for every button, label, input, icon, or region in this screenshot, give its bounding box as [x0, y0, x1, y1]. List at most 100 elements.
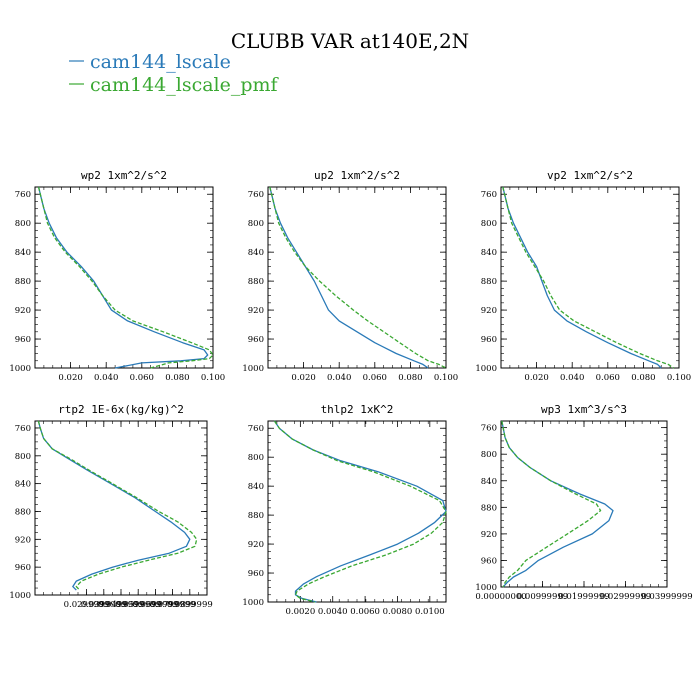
y-tick-label: 1000	[475, 364, 497, 374]
y-tick-label: 840	[248, 482, 264, 492]
y-tick-label: 920	[15, 535, 31, 545]
x-tick-label: 0.080	[398, 373, 422, 383]
y-tick-label: 960	[15, 563, 31, 573]
x-tick-label: 0.0399999	[81, 600, 127, 610]
y-tick-label: 960	[481, 335, 497, 345]
x-tick-label: 0.040	[94, 373, 118, 383]
y-tick-label: 840	[15, 248, 31, 258]
y-tick-label: 880	[248, 277, 264, 287]
series-line-cam144-lscale-pmf	[501, 420, 602, 588]
y-tick-label: 880	[15, 507, 31, 517]
series-line-cam144-lscale	[37, 186, 209, 369]
x-tick-label: 0.01999999	[558, 592, 609, 602]
x-tick-label: 0.0299999	[64, 600, 110, 610]
series-line-cam144-lscale	[502, 186, 662, 369]
chart-panel-4: rtp2 1E-6x(kg/kg)^2 760 800 840 880 920 960 100…	[9, 403, 212, 610]
y-tick-label: 920	[248, 540, 264, 550]
x-tick-label: 0.060	[596, 373, 620, 383]
series-line-cam144-lscale-pmf	[37, 420, 198, 591]
series-line-cam144-lscale-pmf	[502, 186, 675, 369]
x-tick-label: 0.100	[201, 373, 225, 383]
plot-frame	[500, 420, 668, 588]
chart-panel-6: wp3 1xm^3/s^3 760 800 840 880 920 960 10000.000…	[475, 403, 692, 602]
y-tick-label: 880	[15, 277, 31, 287]
y-tick-label: 960	[15, 335, 31, 345]
x-tick-label: 0.0899999	[167, 600, 213, 610]
y-tick-label: 800	[481, 450, 497, 460]
panel-title: rtp2 1E-6x(kg/kg)^2	[58, 403, 184, 416]
panel-grid: wp2 1xm^2/s^2 760 800 840 880 920 960 1000 0.020…	[9, 169, 692, 617]
x-tick-label: 0.040	[560, 373, 584, 383]
y-tick-label: 800	[481, 219, 497, 229]
x-tick-label: 0.03999999	[641, 592, 692, 602]
y-tick-label: 760	[481, 424, 497, 434]
x-tick-label: 0.080	[165, 373, 189, 383]
plot-frame	[500, 186, 680, 369]
y-tick-label: 880	[481, 277, 497, 287]
x-tick-label: 0.100	[667, 373, 691, 383]
series-line-cam144-lscale	[273, 420, 447, 603]
y-tick-label: 920	[481, 306, 497, 316]
x-tick-label: 0.0020	[285, 607, 315, 617]
y-tick-label: 920	[15, 306, 31, 316]
y-tick-label: 920	[481, 530, 497, 540]
x-tick-label: 0.0599999	[115, 600, 161, 610]
y-tick-label: 960	[248, 569, 264, 579]
y-tick-label: 1000	[9, 364, 31, 374]
y-tick-label: 960	[481, 556, 497, 566]
x-tick-label: 0.100	[434, 373, 458, 383]
panel-title: thlp2 1xK^2	[321, 403, 394, 416]
chart-panel-1: wp2 1xm^2/s^2 760 800 840 880 920 960 1000 0.020…	[9, 169, 225, 383]
series-line-cam144-lscale	[37, 420, 191, 591]
y-tick-label: 880	[248, 511, 264, 521]
chart-panel-2: up2 1xm^2/s^2 760 800 840 880 920 960 1000 0.020…	[242, 169, 458, 383]
x-tick-label: 0.0040	[318, 607, 348, 617]
plot-frame	[34, 420, 208, 596]
y-tick-label: 1000	[242, 598, 264, 608]
panel-title: wp2 1xm^2/s^2	[81, 169, 167, 182]
y-tick-label: 1000	[475, 583, 497, 593]
y-tick-label: 1000	[242, 364, 264, 374]
panel-title: wp3 1xm^3/s^3	[541, 403, 627, 416]
y-tick-label: 760	[248, 190, 264, 200]
series-line-cam144-lscale-pmf	[269, 186, 447, 369]
x-tick-label: 0.0499999	[98, 600, 144, 610]
y-tick-label: 760	[15, 190, 31, 200]
y-tick-label: 840	[15, 480, 31, 490]
series-line-cam144-lscale-pmf	[37, 186, 214, 369]
panel-title: vp2 1xm^2/s^2	[547, 169, 633, 182]
y-tick-label: 800	[248, 219, 264, 229]
y-tick-label: 840	[248, 248, 264, 258]
x-tick-label: 0.020	[524, 373, 548, 383]
y-tick-label: 800	[15, 452, 31, 462]
y-tick-label: 760	[15, 424, 31, 434]
x-tick-label: 0.020	[58, 373, 82, 383]
plot-frame	[267, 420, 447, 603]
x-tick-label: 0.0060	[350, 607, 380, 617]
x-tick-label: 0.00999999	[517, 592, 568, 602]
plot-frame	[267, 186, 447, 369]
x-tick-label: 0.0080	[383, 607, 413, 617]
x-tick-label: 0.00000000	[475, 592, 526, 602]
panel-title: up2 1xm^2/s^2	[314, 169, 400, 182]
y-tick-label: 1000	[9, 591, 31, 601]
x-tick-label: 0.0100	[415, 607, 445, 617]
y-tick-label: 800	[15, 219, 31, 229]
y-tick-label: 760	[481, 190, 497, 200]
x-tick-label: 0.0799999	[150, 600, 196, 610]
legend-label-1: cam144_lscale	[90, 51, 231, 73]
series-line-cam144-lscale	[269, 186, 429, 369]
series-line-cam144-lscale-pmf	[273, 420, 447, 603]
x-tick-label: 0.02999999	[600, 592, 651, 602]
figure-title: CLUBB VAR at140E,2N	[231, 29, 469, 53]
y-tick-label: 840	[481, 248, 497, 258]
x-tick-label: 0.060	[130, 373, 154, 383]
y-tick-label: 880	[481, 503, 497, 513]
x-tick-label: 0.080	[631, 373, 655, 383]
y-tick-label: 760	[248, 424, 264, 434]
legend: cam144_lscale cam144_lscale_pmf	[69, 51, 280, 96]
y-tick-label: 840	[481, 477, 497, 487]
y-tick-label: 920	[248, 306, 264, 316]
x-tick-label: 0.020	[291, 373, 315, 383]
